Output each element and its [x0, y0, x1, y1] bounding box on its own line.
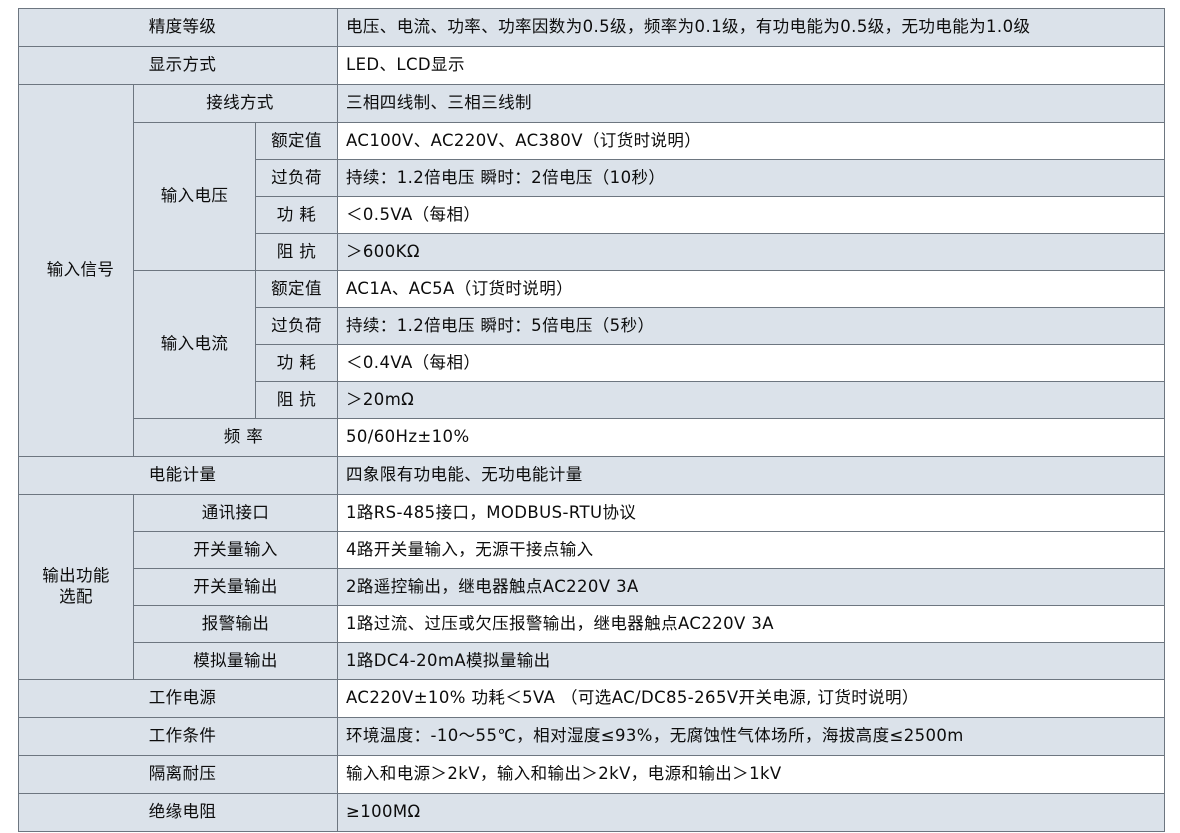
table-row-working-power: 工作电源 AC220V±10% 功耗＜5VA （可选AC/DC85-265V开关…: [18, 679, 1165, 718]
table-row-comm-interface: 输出功能 选配 通讯接口 1路RS-485接口，MODBUS-RTU协议: [18, 494, 1165, 680]
table-row-display: 显示方式 LED、LCD显示: [18, 46, 1165, 85]
row-value-voltage-rated: AC100V、AC220V、AC380V（订货时说明）: [337, 122, 1165, 160]
row-label-comm-interface: 通讯接口: [133, 494, 338, 532]
group-label-input-current: 输入电流: [133, 270, 256, 419]
row-label-working-condition: 工作条件: [18, 717, 338, 756]
table-row-energy-metering: 电能计量 四象限有功电能、无功电能计量: [18, 456, 1165, 495]
table-row-wiring: 输入信号 接线方式 三相四线制、三相三线制: [18, 84, 1165, 457]
table-row-current-overload: 过负荷 持续：1.2倍电压 瞬时：5倍电压（5秒）: [19, 307, 1165, 345]
group-label-input-signal: 输入信号: [18, 84, 134, 457]
row-label-digital-input: 开关量输入: [133, 531, 338, 569]
row-value-voltage-overload: 持续：1.2倍电压 瞬时：2倍电压（10秒）: [337, 159, 1165, 197]
table-row-working-condition: 工作条件 环境温度：-10～55℃，相对湿度≤93%，无腐蚀性气体场所，海拔高度…: [18, 717, 1165, 756]
row-label-accuracy: 精度等级: [18, 8, 338, 47]
row-value-current-consumption: ＜0.4VA（每相）: [337, 344, 1165, 382]
row-value-isolation-voltage: 输入和电源＞2kV，输入和输出＞2kV，电源和输出＞1kV: [337, 755, 1165, 794]
row-label-frequency: 频 率: [133, 418, 338, 457]
row-label-alarm-output: 报警输出: [133, 605, 338, 643]
row-label-voltage-consumption: 功 耗: [255, 196, 338, 234]
group-label-output-function: 输出功能 选配: [18, 494, 134, 680]
table-row-voltage-rated: 输入电压 额定值 AC100V、AC220V、AC380V（订货时说明）: [19, 122, 1165, 271]
output-function-label-line1: 输出功能: [42, 566, 110, 586]
row-label-current-rated: 额定值: [255, 270, 338, 308]
table-row-alarm-output: 报警输出 1路过流、过压或欠压报警输出，继电器触点AC220V 3A: [19, 605, 1165, 643]
row-value-analog-output: 1路DC4-20mA模拟量输出: [337, 642, 1165, 680]
row-label-current-consumption: 功 耗: [255, 344, 338, 382]
table-row-digital-output: 开关量输出 2路遥控输出，继电器触点AC220V 3A: [19, 568, 1165, 606]
row-label-insulation-resistance: 绝缘电阻: [18, 793, 338, 832]
row-label-working-power: 工作电源: [18, 679, 338, 718]
row-value-energy-metering: 四象限有功电能、无功电能计量: [337, 456, 1165, 495]
table-row-insulation-resistance: 绝缘电阻 ≥100MΩ: [18, 793, 1165, 832]
table-row-isolation-voltage: 隔离耐压 输入和电源＞2kV，输入和输出＞2kV，电源和输出＞1kV: [18, 755, 1165, 794]
row-value-working-condition: 环境温度：-10～55℃，相对湿度≤93%，无腐蚀性气体场所，海拔高度≤2500…: [337, 717, 1165, 756]
row-value-frequency: 50/60Hz±10%: [337, 418, 1165, 457]
table-row-analog-output: 模拟量输出 1路DC4-20mA模拟量输出: [19, 642, 1165, 680]
row-label-isolation-voltage: 隔离耐压: [18, 755, 338, 794]
table-row-current-impedance: 阻 抗 ＞20mΩ: [19, 381, 1165, 419]
group-label-input-voltage: 输入电压: [133, 122, 256, 271]
row-value-current-impedance: ＞20mΩ: [337, 381, 1165, 419]
row-label-energy-metering: 电能计量: [18, 456, 338, 495]
table-row-digital-input: 开关量输入 4路开关量输入，无源干接点输入: [19, 531, 1165, 569]
row-value-working-power: AC220V±10% 功耗＜5VA （可选AC/DC85-265V开关电源, 订…: [337, 679, 1165, 718]
row-label-digital-output: 开关量输出: [133, 568, 338, 606]
row-label-current-overload: 过负荷: [255, 307, 338, 345]
row-value-accuracy: 电压、电流、功率、功率因数为0.5级，频率为0.1级，有功电能为0.5级，无功电…: [337, 8, 1165, 47]
row-value-digital-input: 4路开关量输入，无源干接点输入: [337, 531, 1165, 569]
table-row-voltage-consumption: 功 耗 ＜0.5VA（每相）: [19, 196, 1165, 234]
row-value-wiring: 三相四线制、三相三线制: [337, 84, 1165, 123]
specification-table: 精度等级 电压、电流、功率、功率因数为0.5级，频率为0.1级，有功电能为0.5…: [18, 8, 1165, 832]
row-value-display: LED、LCD显示: [337, 46, 1165, 85]
row-value-insulation-resistance: ≥100MΩ: [337, 793, 1165, 832]
row-value-voltage-impedance: ＞600KΩ: [337, 233, 1165, 271]
table-row-current-rated: 输入电流 额定值 AC1A、AC5A（订货时说明）: [19, 270, 1165, 419]
table-row-voltage-impedance: 阻 抗 ＞600KΩ: [19, 233, 1165, 271]
row-label-display: 显示方式: [18, 46, 338, 85]
row-label-wiring: 接线方式: [133, 84, 338, 123]
table-row-accuracy: 精度等级 电压、电流、功率、功率因数为0.5级，频率为0.1级，有功电能为0.5…: [18, 8, 1165, 47]
table-row-current-consumption: 功 耗 ＜0.4VA（每相）: [19, 344, 1165, 382]
table-row-voltage-overload: 过负荷 持续：1.2倍电压 瞬时：2倍电压（10秒）: [19, 159, 1165, 197]
row-label-voltage-overload: 过负荷: [255, 159, 338, 197]
row-label-voltage-impedance: 阻 抗: [255, 233, 338, 271]
row-label-voltage-rated: 额定值: [255, 122, 338, 160]
row-label-analog-output: 模拟量输出: [133, 642, 338, 680]
row-value-alarm-output: 1路过流、过压或欠压报警输出，继电器触点AC220V 3A: [337, 605, 1165, 643]
row-value-current-rated: AC1A、AC5A（订货时说明）: [337, 270, 1165, 308]
row-label-current-impedance: 阻 抗: [255, 381, 338, 419]
row-value-comm-interface: 1路RS-485接口，MODBUS-RTU协议: [337, 494, 1165, 532]
row-value-current-overload: 持续：1.2倍电压 瞬时：5倍电压（5秒）: [337, 307, 1165, 345]
row-value-digital-output: 2路遥控输出，继电器触点AC220V 3A: [337, 568, 1165, 606]
row-value-voltage-consumption: ＜0.5VA（每相）: [337, 196, 1165, 234]
table-row-frequency: 频 率 50/60Hz±10%: [19, 418, 1165, 457]
output-function-label-line2: 选配: [59, 587, 93, 606]
